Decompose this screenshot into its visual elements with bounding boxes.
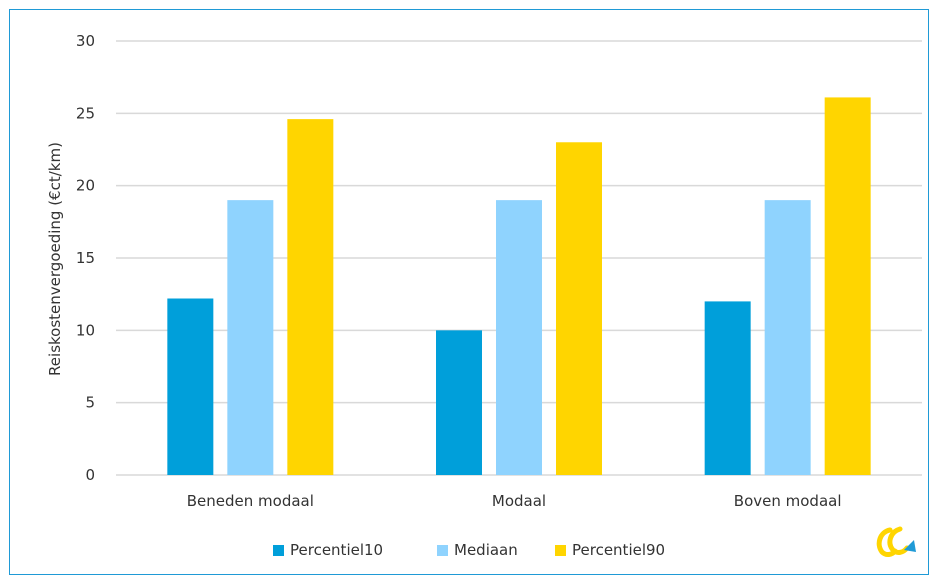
bar-percentiel90-2 — [556, 142, 602, 475]
y-tick-label: 30 — [76, 32, 95, 50]
y-tick-label: 25 — [76, 104, 95, 122]
y-tick-label: 15 — [76, 249, 95, 267]
legend-swatch-percentiel90 — [555, 545, 566, 556]
bar-percentiel90-1 — [287, 119, 334, 476]
y-tick-label: 5 — [85, 394, 95, 412]
bar-percentiel10-1 — [167, 298, 214, 475]
bar-percentiel10-2 — [436, 330, 482, 475]
company-logo-icon — [876, 526, 916, 557]
chart-frame: 0 5 10 15 20 25 30 Beneden modaal Modaal Boven m… — [9, 9, 929, 575]
bar-chart: 0 5 10 15 20 25 30 Beneden modaal Modaal Boven m… — [46, 32, 922, 559]
legend-label-mediaan: Mediaan — [454, 541, 518, 559]
legend-swatch-mediaan — [437, 545, 448, 556]
bar-mediaan-3 — [764, 200, 811, 475]
x-category-label: Boven modaal — [734, 492, 842, 510]
legend-label-percentiel10: Percentiel10 — [290, 541, 383, 559]
x-category-label: Beneden modaal — [187, 492, 314, 510]
y-tick-label: 0 — [85, 466, 95, 484]
y-axis-label: Reiskostenvergoeding (€ct/km) — [46, 142, 64, 376]
y-tick-label: 20 — [76, 177, 95, 195]
bar-percentiel10-3 — [704, 301, 751, 475]
y-tick-label: 10 — [76, 321, 95, 339]
legend-swatch-percentiel10 — [273, 545, 284, 556]
bar-mediaan-1 — [227, 200, 274, 475]
legend-label-percentiel90: Percentiel90 — [572, 541, 665, 559]
bar-percentiel90-3 — [824, 97, 871, 476]
bar-mediaan-2 — [496, 200, 542, 475]
x-category-label: Modaal — [492, 492, 546, 510]
